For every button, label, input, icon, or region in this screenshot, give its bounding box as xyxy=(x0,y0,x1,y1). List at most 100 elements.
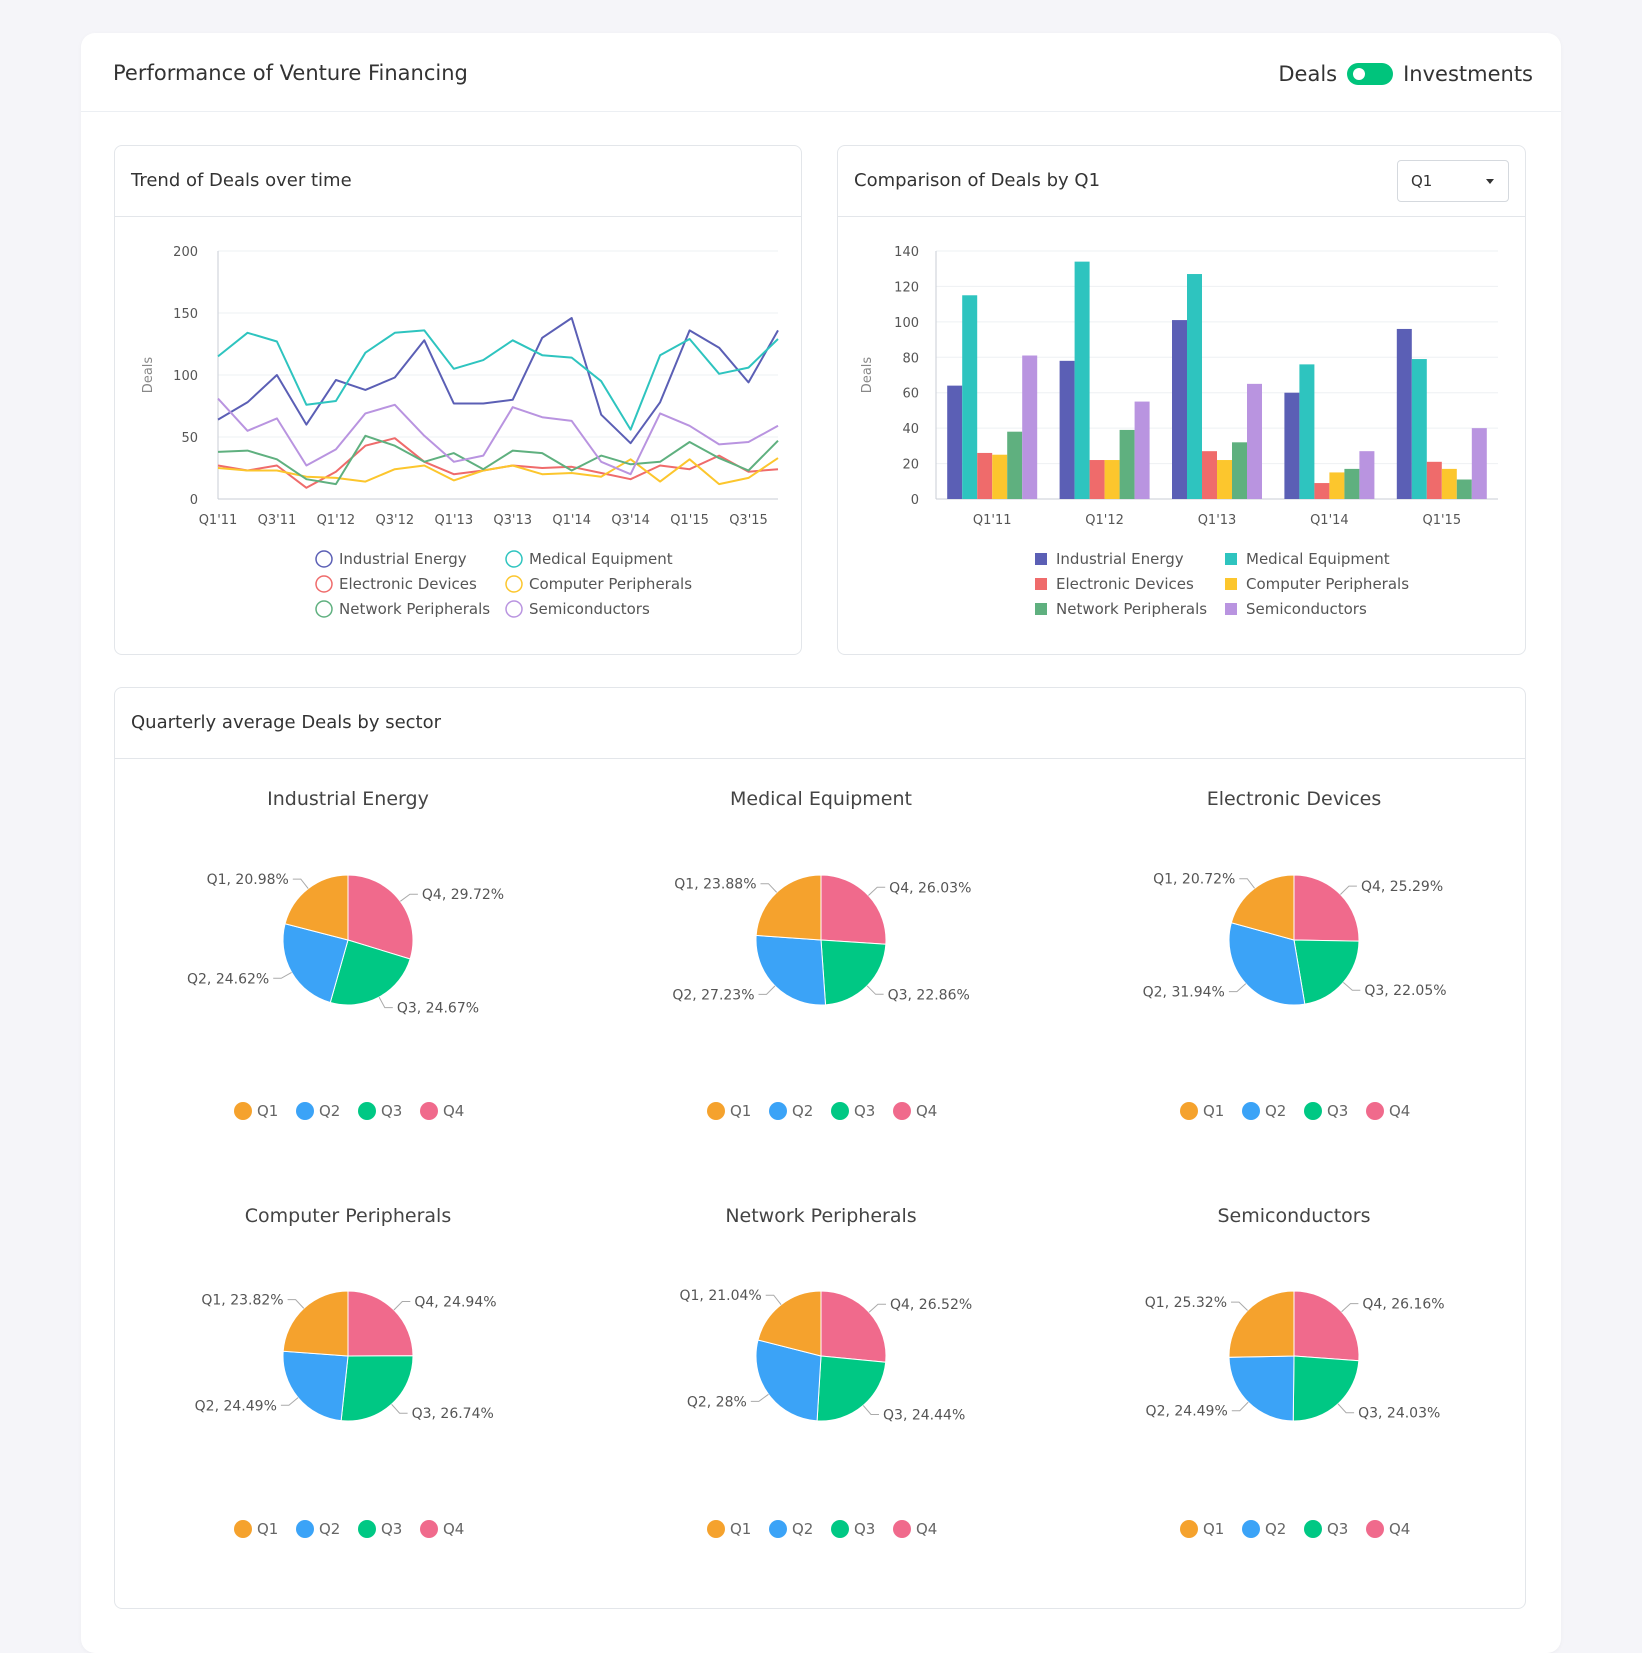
pie-label-connector xyxy=(868,886,886,896)
legend-marker xyxy=(505,575,523,593)
metric-toggle-switch[interactable] xyxy=(1347,63,1394,85)
legend-marker xyxy=(1035,603,1047,615)
comparison-panel-title: Comparison of Deals by Q1 xyxy=(854,170,1101,191)
toggle-knob xyxy=(1353,68,1366,80)
legend-marker xyxy=(1035,578,1047,590)
legend-marker xyxy=(296,1520,314,1538)
series-line-semiconductors xyxy=(217,397,779,476)
bar-medical-equipment xyxy=(1299,364,1315,499)
pie-data-label: Q3, 24.44% xyxy=(883,1408,965,1424)
legend-marker xyxy=(893,1520,911,1538)
pie-title: Computer Peripherals xyxy=(245,1205,451,1227)
pie-label-connector xyxy=(765,1294,782,1306)
pie-label-connector xyxy=(1231,1401,1249,1412)
legend-label: Medical Equipment xyxy=(1246,550,1390,568)
legend-marker xyxy=(420,1520,438,1538)
legend-label: Q1 xyxy=(257,1102,278,1120)
bar-electronic-devices xyxy=(1089,460,1105,499)
pie-slice-q3 xyxy=(816,1355,887,1422)
legend-marker xyxy=(707,1520,725,1538)
pie-label-connector xyxy=(287,1299,305,1309)
trend-panel: Trend of Deals over time 0 50 100 150 200 Dea… xyxy=(114,145,802,655)
legend-marker xyxy=(505,600,523,618)
pie-label-connector xyxy=(1341,1303,1359,1313)
y-tick-label: 200 xyxy=(173,245,198,260)
bar-medical-equipment xyxy=(1411,359,1427,499)
trend-line-chart: 0 50 100 150 200 Deals Q1'11 Q3'11 Q1'12 Q3'12 Q1'… xyxy=(141,245,779,618)
x-tick-label: Q1'13 xyxy=(1198,513,1237,528)
legend-label: Q3 xyxy=(381,1102,402,1120)
pie-slice-q3 xyxy=(1293,939,1360,1005)
pie-data-label: Q4, 24.94% xyxy=(414,1294,496,1310)
y-tick-label: 20 xyxy=(902,458,919,473)
bar-medical-equipment xyxy=(962,295,978,499)
pie-slice-q4 xyxy=(1293,874,1360,942)
pie-slice-q1 xyxy=(1230,874,1295,941)
pie-slice-q4 xyxy=(820,874,887,945)
pie-title: Industrial Energy xyxy=(267,788,429,810)
pie-data-label: Q1, 20.72% xyxy=(1153,872,1235,888)
bar-network-peripherals xyxy=(1232,442,1247,499)
legend-label: Q3 xyxy=(854,1520,875,1538)
legend-marker xyxy=(1242,1102,1260,1120)
legend-marker xyxy=(358,1102,376,1120)
x-tick-label: Q1'13 xyxy=(434,513,473,528)
x-tick-label: Q1'14 xyxy=(552,513,591,528)
pie-data-label: Q3, 22.05% xyxy=(1364,983,1446,999)
bar-industrial-energy xyxy=(1284,392,1300,499)
bar-network-peripherals xyxy=(1119,429,1135,499)
legend-label: Q4 xyxy=(1389,1520,1410,1538)
legend-marker xyxy=(1304,1520,1322,1538)
pie-data-label: Q1, 20.98% xyxy=(207,872,289,888)
x-tick-label: Q1'12 xyxy=(317,513,356,528)
pie-title: Network Peripherals xyxy=(725,1205,916,1227)
pie-slice-q3 xyxy=(340,1355,414,1422)
pie-label-connector xyxy=(391,1403,408,1414)
pie-data-label: Q2, 24.49% xyxy=(1146,1404,1228,1420)
pie-data-label: Q2, 28% xyxy=(687,1394,747,1410)
pie-label-connector xyxy=(862,1405,879,1415)
x-tick-label: Q1'11 xyxy=(199,513,238,528)
bar-electronic-devices xyxy=(977,452,993,499)
bar-industrial-energy xyxy=(1172,320,1187,499)
legend-label: Q2 xyxy=(319,1520,340,1538)
y-tick-label: 140 xyxy=(894,245,919,260)
pie-slice-q3 xyxy=(1292,1355,1360,1422)
legend-marker xyxy=(315,550,333,568)
legend-label: Network Peripherals xyxy=(1056,600,1207,618)
legend-label: Industrial Energy xyxy=(1056,550,1184,568)
toggle-label-investments[interactable]: Investments xyxy=(1403,62,1533,86)
pie-slice-q2 xyxy=(282,1350,349,1422)
quarter-select[interactable]: Q1 xyxy=(1397,160,1509,202)
legend-label: Q4 xyxy=(916,1102,937,1120)
pie-chart-electronic-devices: Electronic Devices Q4, 25.29% Q3, 22.05% Q2… xyxy=(1143,788,1447,1120)
pie-data-label: Q4, 29.72% xyxy=(422,887,504,903)
pie-slice-q4 xyxy=(347,1290,414,1357)
pie-title: Semiconductors xyxy=(1218,1205,1371,1227)
toggle-label-deals[interactable]: Deals xyxy=(1278,62,1338,86)
legend-label: Q1 xyxy=(730,1102,751,1120)
bar-computer-peripherals xyxy=(992,454,1008,499)
bar-network-peripherals xyxy=(1344,468,1360,499)
legend-marker xyxy=(1242,1520,1260,1538)
legend-marker xyxy=(1225,553,1237,565)
pie-slice-q1 xyxy=(1228,1290,1295,1358)
pie-slice-q2 xyxy=(282,923,349,1004)
metric-toggle-group: Deals Investments xyxy=(1278,61,1533,87)
pie-data-label: Q1, 23.88% xyxy=(674,877,756,893)
pie-data-label: Q3, 24.67% xyxy=(397,1001,479,1017)
pie-data-label: Q1, 25.32% xyxy=(1145,1295,1227,1311)
pie-label-connector xyxy=(758,985,776,995)
legend-label: Q4 xyxy=(443,1520,464,1538)
pie-label-connector xyxy=(1342,982,1361,991)
x-tick-label: Q3'11 xyxy=(258,513,297,528)
dashboard-card: Performance of Venture Financing Deals I… xyxy=(81,33,1561,1653)
x-tick-label: Q3'13 xyxy=(493,513,532,528)
legend-label: Q2 xyxy=(792,1102,813,1120)
legend-label: Q2 xyxy=(1265,1102,1286,1120)
pie-label-connector xyxy=(1239,878,1255,889)
pie-data-label: Q2, 24.49% xyxy=(195,1398,277,1414)
pie-data-label: Q2, 27.23% xyxy=(672,987,754,1003)
legend-label: Q3 xyxy=(381,1520,402,1538)
trend-panel-title: Trend of Deals over time xyxy=(131,170,352,191)
